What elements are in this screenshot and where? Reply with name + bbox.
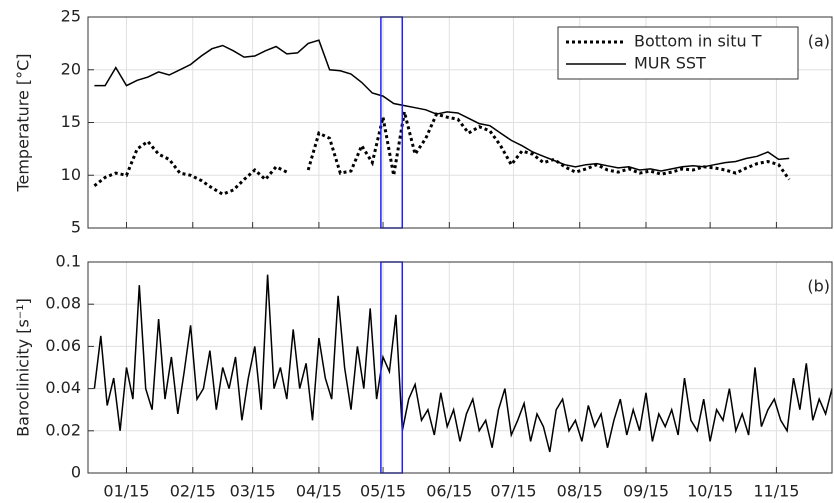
y-tick-label: 0 bbox=[71, 463, 81, 482]
panel-label: (b) bbox=[807, 277, 830, 296]
x-tick-label: 01/15 bbox=[103, 482, 149, 501]
x-tick-label: 11/15 bbox=[753, 482, 799, 501]
y-tick-label: 0.08 bbox=[45, 294, 81, 313]
x-tick-label: 02/15 bbox=[170, 482, 216, 501]
panel-label: (a) bbox=[808, 32, 830, 51]
y-axis-label: Temperature [°C] bbox=[14, 53, 33, 192]
y-tick-label: 0.04 bbox=[45, 378, 81, 397]
x-tick-label: 03/15 bbox=[230, 482, 276, 501]
x-tick-label: 05/15 bbox=[360, 482, 406, 501]
y-tick-label: 0.1 bbox=[56, 252, 81, 271]
x-tick-label: 10/15 bbox=[687, 482, 733, 501]
legend-box bbox=[557, 26, 799, 80]
x-tick-label: 08/15 bbox=[557, 482, 603, 501]
y-tick-label: 15 bbox=[61, 112, 81, 131]
legend-label: MUR SST bbox=[634, 54, 706, 73]
x-tick-label: 07/15 bbox=[490, 482, 536, 501]
y-tick-label: 0.06 bbox=[45, 336, 81, 355]
data-line bbox=[93, 111, 791, 196]
y-axis-label: Baroclinicity [s⁻¹] bbox=[14, 298, 33, 437]
x-tick-label: 09/15 bbox=[623, 482, 669, 501]
y-tick-label: 0.02 bbox=[45, 420, 81, 439]
data-line bbox=[93, 274, 833, 453]
y-tick-label: 25 bbox=[61, 7, 81, 26]
axes-box bbox=[87, 16, 833, 229]
axes-box bbox=[87, 261, 833, 474]
x-tick-label: 06/15 bbox=[426, 482, 472, 501]
data-line bbox=[94, 39, 790, 172]
y-tick-label: 20 bbox=[61, 59, 81, 78]
x-tick-label: 04/15 bbox=[296, 482, 342, 501]
y-tick-label: 5 bbox=[71, 218, 81, 237]
y-tick-label: 10 bbox=[61, 165, 81, 184]
legend-label: Bottom in situ T bbox=[634, 32, 762, 51]
